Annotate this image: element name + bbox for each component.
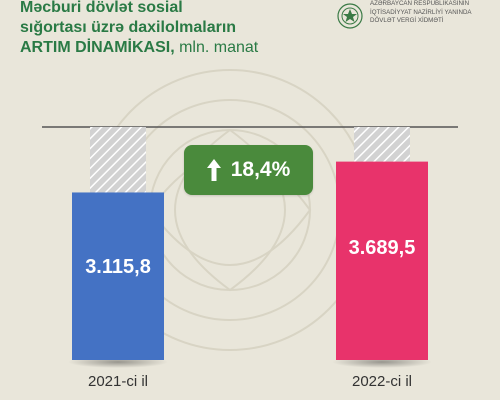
org-line-3: DÖVLƏT VERGİ XİDMƏTİ	[370, 17, 444, 24]
title-main: ARTIM DİNAMİKASI,	[20, 39, 175, 56]
title-line-1: Məcburi dövlət sosial	[20, 0, 183, 16]
category-label-1: 2021-ci il	[87, 373, 149, 390]
arrow-up-icon	[206, 159, 221, 181]
org-line-1: AZƏRBAYCAN RESPUBLİKASININ	[370, 0, 470, 7]
bar-remainder-2	[354, 127, 410, 162]
bar-value-label-1: 3.115,8	[85, 256, 151, 279]
title-line-3: ARTIM DİNAMİKASI, mln. manat	[20, 38, 320, 58]
chart-title: Məcburi dövlət sosial sığortası üzrə dax…	[20, 0, 320, 58]
category-label-2: 2022-ci il	[351, 373, 413, 390]
bar-value-label-2: 3.689,5	[348, 236, 416, 259]
growth-badge: 18,4%	[184, 145, 313, 195]
title-unit: mln. manat	[174, 39, 259, 56]
org-line-2: İQTİSADİYYAT NAZİRLİYİ YANINDA	[370, 8, 472, 16]
organization-header: AZƏRBAYCAN RESPUBLİKASININ İQTİSADİYYAT …	[336, 0, 496, 36]
bar-remainder-1	[90, 127, 146, 193]
bar-1	[72, 192, 164, 360]
title-line-2: sığortası üzrə daxilolmaların	[20, 19, 237, 36]
state-emblem-icon	[337, 3, 363, 29]
bar-2	[336, 161, 428, 360]
growth-value: 18,4%	[230, 158, 291, 181]
